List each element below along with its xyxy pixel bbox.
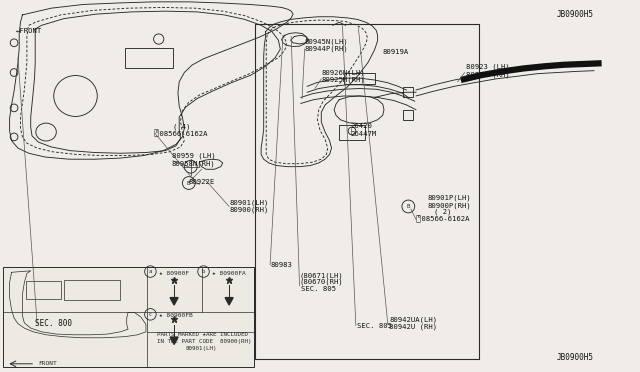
Text: (80670(RH): (80670(RH) — [300, 279, 343, 285]
Text: ←FRONT: ←FRONT — [16, 28, 42, 33]
Text: °08566-6162A: °08566-6162A — [417, 217, 470, 222]
Text: 80923 (LH): 80923 (LH) — [466, 64, 509, 70]
Text: 80959 (LH): 80959 (LH) — [172, 153, 215, 160]
Text: JB0900H5: JB0900H5 — [557, 353, 594, 362]
Text: Ⓑ: Ⓑ — [416, 214, 421, 223]
Text: JB0900H5: JB0900H5 — [557, 10, 594, 19]
Bar — [339, 125, 365, 140]
Text: 80900P(RH): 80900P(RH) — [428, 202, 471, 209]
Text: 80900(RH): 80900(RH) — [229, 207, 269, 214]
Polygon shape — [170, 337, 178, 344]
Bar — [3, 267, 254, 367]
Text: SEC. 800: SEC. 800 — [35, 319, 72, 328]
Text: PARTS MARKED ★ARE INCLUDED: PARTS MARKED ★ARE INCLUDED — [157, 331, 248, 337]
Text: 26420: 26420 — [351, 124, 372, 129]
Text: 80925M(RH): 80925M(RH) — [321, 77, 365, 83]
Polygon shape — [170, 298, 178, 305]
Text: 26447M: 26447M — [351, 131, 377, 137]
Text: 80942UA(LH): 80942UA(LH) — [389, 317, 437, 323]
Text: 80958N(RH): 80958N(RH) — [172, 160, 215, 167]
Text: ( 4): ( 4) — [173, 123, 190, 130]
Text: 80901(LH): 80901(LH) — [186, 346, 217, 352]
Text: a: a — [148, 269, 152, 274]
Text: 80983: 80983 — [270, 262, 292, 268]
Text: FRONT: FRONT — [38, 361, 57, 366]
Bar — [26, 281, 61, 299]
Text: 80901(LH): 80901(LH) — [229, 199, 269, 206]
Text: 80922E: 80922E — [189, 179, 215, 185]
Text: ★ 80900FB: ★ 80900FB — [159, 313, 193, 318]
Text: 80926N(LH): 80926N(LH) — [321, 69, 365, 76]
Bar — [344, 73, 375, 84]
Text: 80922 (RH): 80922 (RH) — [466, 71, 509, 78]
Text: °08566-6162A: °08566-6162A — [155, 131, 207, 137]
Text: SEC. 805: SEC. 805 — [301, 286, 336, 292]
Text: ★ 80900F: ★ 80900F — [159, 271, 189, 276]
Text: B: B — [187, 180, 191, 186]
Text: c: c — [149, 312, 152, 317]
Text: ★ 80900FA: ★ 80900FA — [212, 271, 246, 276]
Text: IN THE PART CODE  80900(RH): IN THE PART CODE 80900(RH) — [157, 339, 252, 344]
Polygon shape — [225, 298, 233, 305]
Bar — [255, 24, 479, 359]
Bar — [403, 87, 413, 97]
Text: ( 2): ( 2) — [434, 209, 451, 215]
Text: 80942U (RH): 80942U (RH) — [389, 323, 437, 330]
Text: SEC. 805: SEC. 805 — [357, 323, 392, 328]
Bar — [403, 110, 413, 120]
Text: 80919A: 80919A — [383, 49, 409, 55]
Text: (80671(LH): (80671(LH) — [300, 272, 343, 279]
Text: Ⓑ: Ⓑ — [154, 129, 159, 138]
Text: B: B — [406, 204, 410, 209]
Text: 80944P(RH): 80944P(RH) — [305, 46, 348, 52]
Text: b: b — [202, 269, 205, 274]
Text: 80901P(LH): 80901P(LH) — [428, 195, 471, 201]
Bar — [64, 280, 120, 300]
Text: 80945N(LH): 80945N(LH) — [305, 38, 348, 45]
